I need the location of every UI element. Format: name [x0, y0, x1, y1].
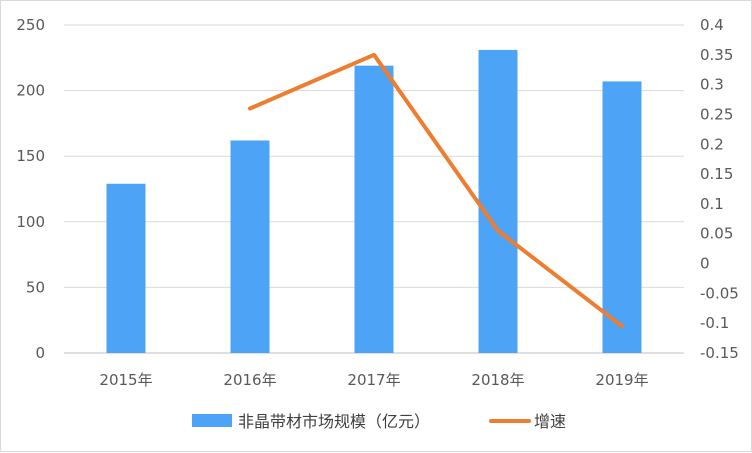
left-tick-label: 250 [16, 16, 45, 34]
right-tick-label: 0.05 [700, 225, 733, 243]
left-tick-label: 50 [26, 278, 45, 296]
right-tick-label: 0.15 [700, 165, 733, 183]
right-tick-label: 0 [700, 255, 710, 273]
line-path [248, 52, 624, 329]
left-tick-label: 200 [16, 82, 45, 100]
legend-bar-label: 非晶带材市场规模（亿元） [238, 412, 430, 431]
x-axis-ticks: 2015年 2016年 2017年 2018年 2019年 [99, 371, 648, 389]
line-series [248, 52, 624, 329]
legend: 非晶带材市场规模（亿元） 增速 [192, 412, 566, 431]
left-tick-label: 100 [16, 213, 45, 231]
left-axis-ticks: 0 50 100 150 200 250 [16, 16, 45, 362]
x-tick-label: 2015年 [99, 371, 152, 389]
right-tick-label: -0.1 [700, 314, 729, 332]
legend-line-label: 增速 [534, 412, 566, 431]
right-tick-label: -0.15 [700, 344, 739, 362]
right-tick-label: 0.35 [700, 46, 733, 64]
x-tick-label: 2018年 [471, 371, 524, 389]
right-tick-label: 0.1 [700, 195, 724, 213]
x-tick-label: 2016年 [223, 371, 276, 389]
right-tick-label: 0.2 [700, 135, 724, 153]
x-tick-label: 2019年 [595, 371, 648, 389]
right-axis-ticks: -0.15 -0.1 -0.05 0 0.05 0.1 0.15 0.2 0.25 0.3 0.35… [700, 16, 739, 362]
bar [354, 65, 394, 353]
x-tick-label: 2017年 [347, 371, 400, 389]
bar-series [106, 49, 642, 353]
bar [478, 49, 518, 353]
right-tick-label: -0.05 [700, 284, 739, 302]
legend-bar-swatch [192, 414, 232, 427]
right-tick-label: 0.3 [700, 76, 724, 94]
right-tick-label: 0.25 [700, 105, 733, 123]
bar [230, 140, 270, 353]
bar [602, 81, 642, 353]
bar [106, 183, 146, 353]
right-tick-label: 0.4 [700, 16, 724, 34]
left-tick-label: 0 [35, 344, 45, 362]
left-tick-label: 150 [16, 147, 45, 165]
